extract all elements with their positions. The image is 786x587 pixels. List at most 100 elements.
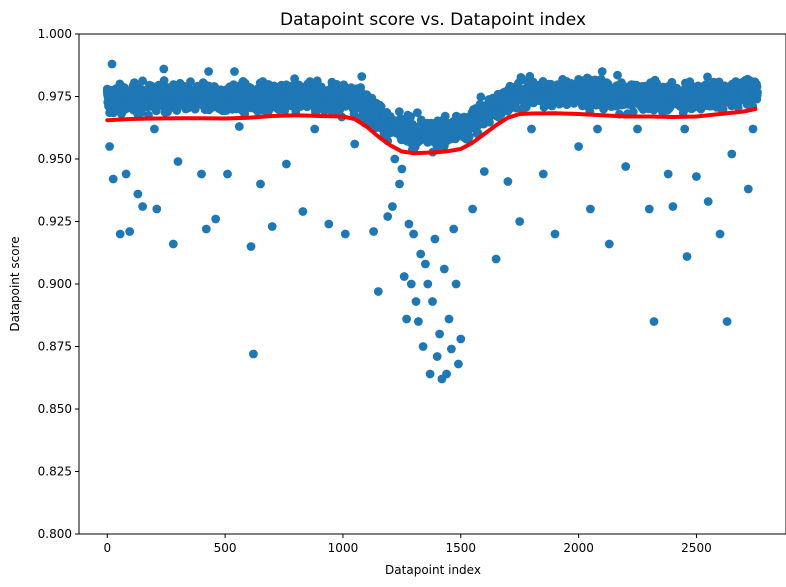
scatter-point — [357, 72, 367, 81]
scatter-point — [538, 169, 548, 179]
x-axis: 0 500 1000 1500 2000 2500 — [103, 534, 712, 555]
scatter-point — [138, 76, 148, 86]
scatter-point — [290, 74, 299, 83]
scatter-point — [439, 264, 449, 274]
scatter-point — [125, 227, 135, 236]
scatter-point — [435, 329, 444, 339]
scatter-point — [201, 224, 211, 234]
scatter-point — [703, 197, 713, 206]
scatter-point — [186, 77, 195, 86]
scatter-point — [628, 107, 638, 117]
scatter-point — [668, 202, 678, 211]
scatter-point — [115, 229, 125, 239]
scatter-point — [133, 189, 143, 199]
scatter-point — [230, 67, 239, 76]
scatter-point — [373, 287, 383, 296]
scatter-point — [390, 154, 400, 164]
scatter-point — [613, 70, 622, 80]
scatter-point — [406, 279, 416, 289]
scatter-point — [593, 124, 602, 134]
scatter-point — [515, 217, 525, 226]
scatter-point — [418, 342, 428, 351]
scatter-point — [456, 334, 466, 344]
scatter-point — [404, 219, 414, 229]
scatter-point — [663, 169, 673, 179]
scatter-point — [748, 124, 758, 134]
scatter-point — [430, 234, 440, 244]
scatter-point — [667, 77, 677, 87]
scatter-point — [256, 179, 265, 189]
y-tick-label: 0.850 — [38, 402, 72, 416]
scatter-point — [310, 124, 320, 134]
scatter-point — [324, 219, 334, 229]
scatter-point — [692, 172, 701, 181]
scatter-point — [743, 184, 753, 194]
scatter-point — [586, 204, 595, 214]
scatter-point — [112, 97, 122, 106]
scatter-point — [394, 107, 404, 116]
scatter-point — [604, 239, 614, 249]
scatter-point — [425, 369, 435, 379]
scatter-point — [152, 204, 162, 214]
scatter-point — [117, 109, 126, 119]
y-axis: 0.800 0.825 0.850 0.875 0.900 0.925 0.950 0.975… — [38, 27, 79, 541]
scatter-point — [527, 124, 536, 134]
x-tick-label: 0 — [103, 541, 111, 555]
scatter-point — [146, 81, 156, 91]
scatter-point — [574, 142, 583, 151]
y-tick-label: 0.875 — [38, 340, 72, 354]
y-tick-label: 0.825 — [38, 465, 72, 479]
scatter-point — [715, 229, 725, 239]
scatter-point — [444, 314, 454, 324]
scatter-point — [485, 117, 494, 127]
scatter-point — [282, 159, 291, 169]
scatter-point — [406, 112, 415, 121]
scatter-point — [168, 239, 178, 249]
scatter-point — [644, 204, 654, 214]
scatter-point — [159, 64, 169, 74]
scatter-point — [298, 207, 308, 216]
scatter-point — [376, 102, 386, 111]
scatter-point — [503, 177, 513, 186]
y-tick-label: 1.000 — [38, 27, 72, 41]
scatter-point — [107, 59, 117, 69]
scatter-point — [621, 162, 631, 171]
scatter-point — [258, 77, 268, 86]
scatter-point — [423, 279, 433, 289]
scatter-point — [173, 157, 183, 166]
scatter-point — [183, 87, 192, 96]
scatter-point — [249, 349, 258, 359]
scatter-point — [402, 314, 411, 324]
scatter-point — [159, 76, 169, 85]
scatter-point — [409, 229, 418, 239]
scatter-point — [234, 122, 244, 131]
scatter-point — [138, 202, 148, 211]
scatter-point — [491, 254, 501, 264]
scatter-point — [414, 317, 423, 326]
scatter-point — [464, 131, 474, 141]
scatter-point — [397, 164, 407, 174]
scatter-point — [395, 179, 404, 189]
x-tick-label: 2000 — [563, 541, 594, 555]
scatter-point — [562, 77, 572, 86]
scatter-point — [440, 111, 450, 121]
scatter-point — [416, 249, 426, 259]
scatter-point — [105, 142, 114, 151]
chart-title: Datapoint score vs. Datapoint index — [280, 10, 586, 30]
scatter-points — [102, 59, 762, 384]
scatter-point — [649, 317, 659, 326]
trend-line — [105, 107, 758, 156]
y-tick-label: 0.900 — [38, 277, 72, 291]
y-tick-label: 0.950 — [38, 152, 72, 166]
scatter-point — [451, 279, 461, 289]
scatter-point — [388, 202, 397, 211]
scatter-point — [121, 169, 131, 179]
scatter-point — [399, 272, 409, 281]
scatter-point — [411, 297, 421, 306]
scatter-point — [197, 169, 206, 179]
scatter-point — [350, 139, 360, 149]
scatter-point — [428, 297, 437, 306]
scatter-point — [383, 212, 393, 221]
scatter-point — [150, 124, 159, 134]
